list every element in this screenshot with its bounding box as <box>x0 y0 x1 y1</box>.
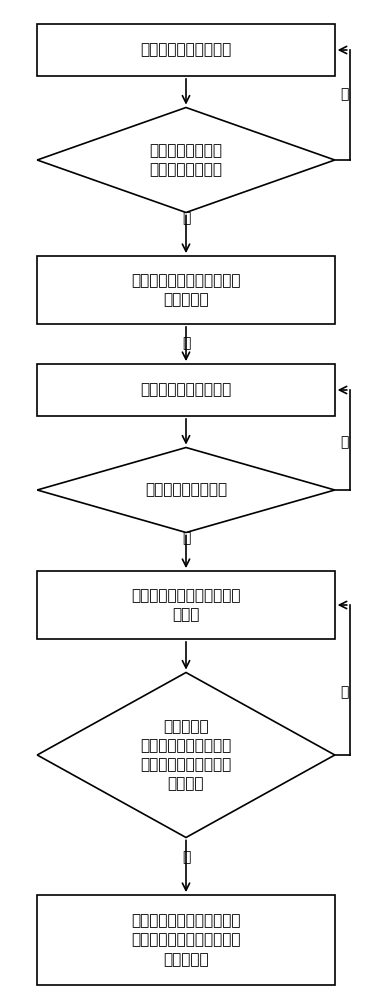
FancyBboxPatch shape <box>37 571 335 639</box>
Text: 在表盘区域显示欲设定的系
统时间对象: 在表盘区域显示欲设定的系 统时间对象 <box>131 273 241 307</box>
Text: 将时间对象指针指向的时间
刻度赋值于系统时间所对应
的时间对象: 将时间对象指针指向的时间 刻度赋值于系统时间所对应 的时间对象 <box>131 913 241 967</box>
Text: 是否获取到用户输
入的设定启动命令: 是否获取到用户输 入的设定启动命令 <box>150 143 222 177</box>
Text: 等待用户输入选择命令: 等待用户输入选择命令 <box>140 382 232 397</box>
FancyBboxPatch shape <box>37 895 335 985</box>
Polygon shape <box>37 672 335 838</box>
Polygon shape <box>37 448 335 532</box>
Text: 前进拖动命
令或后退拖动命令是否
停止且未获取到用户的
按压指令: 前进拖动命 令或后退拖动命令是否 停止且未获取到用户的 按压指令 <box>140 719 232 791</box>
FancyBboxPatch shape <box>37 364 335 416</box>
Text: 否: 否 <box>340 435 348 449</box>
Text: 是否获取到选择命令: 是否获取到选择命令 <box>145 483 227 497</box>
Text: 否: 否 <box>340 685 348 699</box>
Text: 等待用户输入启动命令: 等待用户输入启动命令 <box>140 42 232 57</box>
Text: 是: 是 <box>182 531 190 545</box>
Text: 是: 是 <box>182 850 190 864</box>
FancyBboxPatch shape <box>37 24 335 76</box>
FancyBboxPatch shape <box>37 256 335 324</box>
Text: 获取前进拖动命令或后退拖
动命令: 获取前进拖动命令或后退拖 动命令 <box>131 588 241 622</box>
Text: 是: 是 <box>182 336 190 350</box>
Text: 否: 否 <box>340 87 348 101</box>
Text: 是: 是 <box>182 211 190 225</box>
Polygon shape <box>37 107 335 213</box>
